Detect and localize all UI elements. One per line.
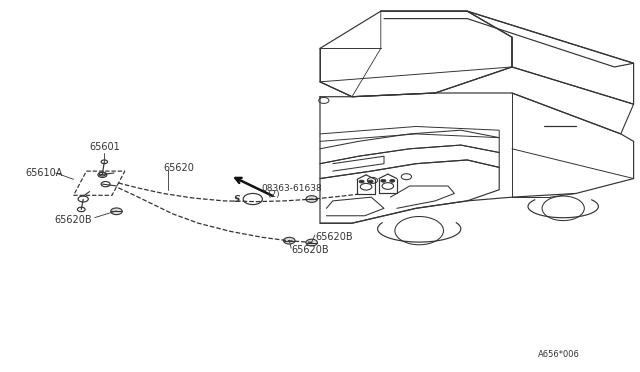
- Text: 65601: 65601: [89, 142, 120, 152]
- Circle shape: [390, 179, 395, 182]
- Circle shape: [284, 237, 295, 244]
- Text: (2): (2): [268, 190, 280, 199]
- Circle shape: [101, 160, 108, 164]
- Text: 65610A: 65610A: [26, 168, 63, 178]
- Circle shape: [77, 207, 85, 212]
- Circle shape: [368, 180, 373, 183]
- Circle shape: [111, 208, 122, 215]
- Text: S: S: [234, 195, 241, 203]
- Circle shape: [306, 239, 317, 246]
- Circle shape: [381, 179, 386, 182]
- Circle shape: [359, 180, 364, 183]
- Text: 65620B: 65620B: [54, 215, 92, 225]
- Text: 65620: 65620: [163, 163, 194, 173]
- Text: 65620B: 65620B: [315, 232, 353, 242]
- Circle shape: [306, 196, 317, 202]
- Text: A656*006: A656*006: [538, 350, 579, 359]
- Text: 65620B: 65620B: [291, 245, 329, 255]
- Circle shape: [99, 172, 106, 176]
- Text: 08363-61638: 08363-61638: [261, 185, 322, 193]
